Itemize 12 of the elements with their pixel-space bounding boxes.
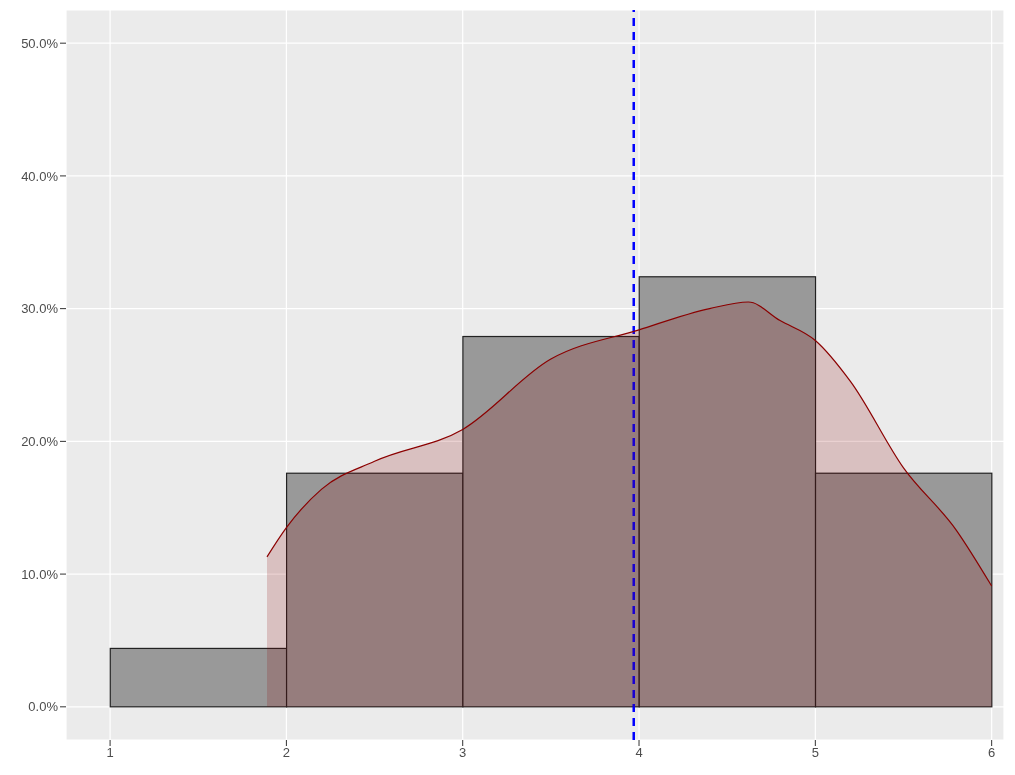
y-tick-label: 40.0% [21,168,59,184]
y-tick-label: 0.0% [28,699,59,715]
x-tick-label: 6 [988,745,996,761]
x-tick-label: 1 [106,745,114,761]
x-tick-label: 3 [459,745,467,761]
y-tick-label: 50.0% [21,35,59,51]
y-tick-label: 20.0% [21,433,59,449]
y-tick-label: 30.0% [21,301,59,317]
x-tick-label: 2 [282,745,291,761]
y-tick-label: 10.0% [21,566,59,582]
x-tick-label: 5 [811,745,819,761]
x-tick-label: 4 [635,745,643,761]
